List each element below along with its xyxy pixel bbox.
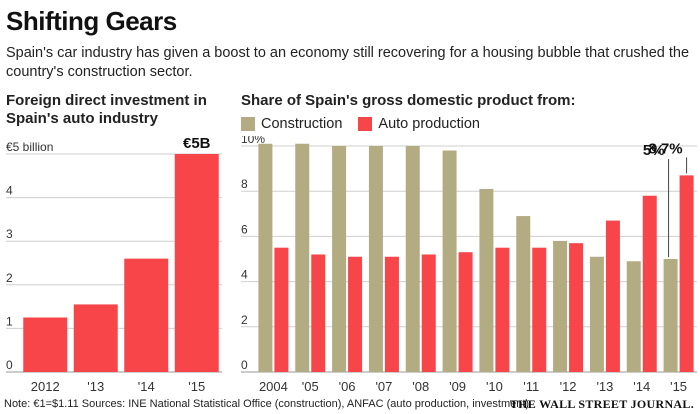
investment-bar xyxy=(174,154,219,372)
x-tick-label: '14 xyxy=(138,379,155,394)
y-tick-label: €5 billion xyxy=(6,140,53,154)
y-tick-label: 4 xyxy=(6,184,13,198)
auto-production-bar xyxy=(642,195,657,372)
x-tick-label: '07 xyxy=(375,379,392,394)
investment-bar xyxy=(73,304,118,372)
x-tick-label: 2012 xyxy=(31,379,60,394)
y-tick-label: 2 xyxy=(6,271,13,285)
investment-chart: 0 1 2 3 4 €5 billion 2012 '13 '14 '15 €5B xyxy=(6,136,222,394)
construction-bar xyxy=(663,259,678,372)
auto-production-bar xyxy=(458,252,473,372)
y-tick-label: 3 xyxy=(6,227,13,241)
y-tick-label: 8 xyxy=(241,177,248,191)
y-tick-label: 0 xyxy=(241,358,248,372)
auto-production-bar xyxy=(348,256,363,372)
y-tick-label: 6 xyxy=(241,222,248,236)
y-tick-label: 2 xyxy=(241,313,248,327)
bar-annotation: 5% xyxy=(643,142,665,159)
auto-production-bar xyxy=(679,175,694,372)
x-tick-label: 2004 xyxy=(259,379,288,394)
investment-bar xyxy=(23,317,68,372)
auto-production-bar xyxy=(311,254,326,372)
y-tick-label: 0 xyxy=(6,358,13,372)
y-tick-label: 1 xyxy=(6,314,13,328)
construction-bar xyxy=(332,146,347,372)
page-title: Shifting Gears xyxy=(6,6,177,36)
x-tick-label: '06 xyxy=(339,379,356,394)
x-tick-label: '13 xyxy=(87,379,104,394)
auto-production-bar xyxy=(421,254,436,372)
investment-bar xyxy=(124,258,169,372)
legend: Construction Auto production xyxy=(241,116,480,132)
left-panel-title: Foreign direct investment in Spain's aut… xyxy=(6,92,207,127)
y-tick-label: 4 xyxy=(241,268,248,282)
construction-bar xyxy=(442,150,457,372)
x-tick-label: '12 xyxy=(560,379,577,394)
construction-bar xyxy=(589,256,604,372)
x-tick-label: '09 xyxy=(449,379,466,394)
auto-production-bar xyxy=(569,243,584,372)
construction-bar xyxy=(295,143,310,372)
x-tick-label: '10 xyxy=(486,379,503,394)
x-tick-label: '13 xyxy=(596,379,613,394)
construction-bar xyxy=(368,146,383,372)
x-tick-label: '15 xyxy=(188,379,205,394)
legend-label-construction: Construction xyxy=(261,116,343,132)
right-panel-title: Share of Spain's gross domestic product … xyxy=(241,92,576,109)
x-tick-label: '14 xyxy=(633,379,650,394)
wsj-logo: THE WALL STREET JOURNAL. xyxy=(509,397,694,411)
construction-bar xyxy=(626,261,641,372)
auto-production-bar xyxy=(532,247,547,372)
construction-bar xyxy=(258,143,273,372)
page-subtitle: Spain's car industry has given a boost t… xyxy=(6,45,690,80)
y-tick-label: 10% xyxy=(241,136,265,146)
footer-note: Note: €1=$1.11 Sources: INE National Sta… xyxy=(4,398,530,410)
x-tick-label: '08 xyxy=(412,379,429,394)
x-tick-label: '11 xyxy=(523,379,539,394)
legend-swatch-auto xyxy=(358,117,373,131)
auto-production-bar xyxy=(605,220,620,372)
construction-bar xyxy=(479,188,494,372)
x-tick-label: '05 xyxy=(302,379,319,394)
auto-production-bar xyxy=(384,256,399,372)
construction-bar xyxy=(516,216,531,372)
gdp-share-chart: 0 2 4 6 8 10% 2004 '05 '06 '07 '08 '09 '10 '11 '12 '13 '… xyxy=(241,136,697,394)
legend-label-auto: Auto production xyxy=(378,116,480,132)
auto-production-bar xyxy=(274,247,289,372)
construction-bar xyxy=(553,240,568,372)
construction-bar xyxy=(405,146,420,372)
x-tick-label: '15 xyxy=(670,379,687,394)
legend-swatch-construction xyxy=(241,117,255,131)
auto-production-bar xyxy=(495,247,510,372)
bar-annotation: 8.7% xyxy=(648,140,682,157)
bar-annotation: €5B xyxy=(183,136,211,152)
